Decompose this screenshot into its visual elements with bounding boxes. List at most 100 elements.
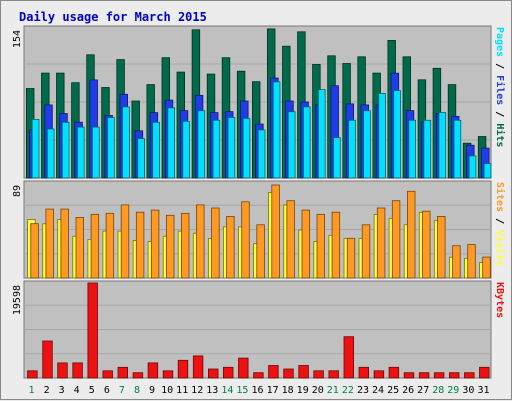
x-tick-label-day-14: 14 [221, 385, 233, 396]
bar-kbytes-day-31 [479, 366, 490, 379]
bar-pages-day-19 [302, 106, 311, 179]
bar-kbytes-day-22 [343, 336, 355, 379]
bar-kbytes-day-29 [448, 372, 460, 379]
x-tick-label-day-13: 13 [206, 385, 218, 396]
bar-kbytes-day-18 [283, 368, 294, 379]
bar-kbytes-day-27 [418, 372, 430, 379]
bar-pages-day-30 [468, 155, 477, 179]
bar-sites-day-26 [406, 190, 416, 279]
bar-sites-day-2 [45, 208, 54, 279]
bar-sites-day-22 [346, 237, 356, 279]
x-tick-label-day-25: 25 [387, 385, 399, 396]
bar-sites-day-9 [150, 209, 160, 279]
bar-kbytes-day-14 [222, 366, 234, 379]
bar-pages-day-3 [61, 121, 70, 179]
bar-pages-day-27 [423, 119, 432, 179]
x-tick-label-day-27: 27 [417, 385, 429, 396]
bar-sites-day-29 [452, 245, 461, 279]
bar-kbytes-day-3 [57, 362, 68, 379]
bar-sites-day-14 [226, 215, 235, 279]
x-tick-label-day-2: 2 [44, 385, 50, 396]
bar-sites-day-5 [90, 213, 100, 279]
bar-pages-day-23 [363, 110, 371, 179]
bar-pages-day-11 [182, 120, 191, 179]
bar-kbytes-day-25 [388, 366, 400, 379]
x-tick-label-day-28: 28 [432, 385, 444, 396]
bar-sites-day-1 [30, 223, 39, 279]
bar-kbytes-day-30 [464, 372, 475, 379]
legend-label-part: / [494, 105, 505, 123]
bar-sites-day-28 [437, 215, 446, 279]
bar-sites-day-15 [241, 201, 250, 279]
x-tick-label-day-31: 31 [477, 385, 489, 396]
legend-label-part: Files [494, 75, 506, 105]
bar-sites-day-19 [301, 209, 310, 279]
bar-kbytes-day-13 [207, 368, 219, 379]
bar-pages-day-24 [378, 93, 386, 179]
bar-kbytes-day-9 [147, 362, 159, 379]
x-tick-label-day-4: 4 [74, 385, 80, 396]
bar-sites-day-20 [316, 213, 325, 279]
bar-sites-day-10 [165, 214, 175, 279]
bar-kbytes-day-7 [117, 366, 129, 379]
bar-pages-day-17 [272, 81, 281, 179]
legend-label-part: KBytes [494, 282, 505, 318]
bar-pages-day-1 [31, 119, 40, 179]
x-tick-label-day-10: 10 [161, 385, 173, 396]
panel-hits-files-pages: 154 Pages / Files / Hits [12, 25, 506, 179]
bar-pages-day-15 [242, 118, 251, 179]
y-max-label: 89 [12, 185, 23, 197]
bar-kbytes-day-20 [313, 370, 324, 379]
bar-sites-day-25 [391, 200, 401, 279]
bar-pages-day-9 [152, 121, 160, 179]
bar-pages-day-13 [212, 119, 221, 179]
bar-pages-day-12 [197, 110, 206, 179]
bar-sites-day-16 [256, 224, 265, 279]
x-tick-label-day-8: 8 [134, 385, 140, 396]
panel-visits-sites: 89 Sites / Visits [12, 180, 506, 279]
bar-sites-day-17 [271, 184, 280, 279]
x-tick-label-day-6: 6 [104, 385, 110, 396]
bar-sites-day-18 [286, 200, 295, 279]
bar-kbytes-day-28 [433, 372, 445, 379]
bar-sites-day-27 [422, 210, 431, 279]
x-tick-label-day-16: 16 [251, 385, 263, 396]
bar-sites-day-13 [211, 207, 220, 279]
x-tick-label-day-3: 3 [59, 385, 65, 396]
bar-pages-day-14 [227, 117, 236, 179]
bar-pages-day-8 [137, 138, 145, 179]
bar-pages-day-26 [408, 119, 416, 179]
bar-kbytes-day-2 [42, 340, 53, 379]
bar-pages-day-31 [483, 163, 492, 179]
x-tick-label-day-11: 11 [176, 385, 188, 396]
bar-pages-day-18 [287, 111, 296, 179]
bar-sites-day-21 [331, 211, 341, 279]
x-tick-label-day-19: 19 [297, 385, 309, 396]
x-tick-label-day-15: 15 [236, 385, 248, 396]
bar-pages-day-5 [92, 126, 100, 179]
legend-label-part: Sites [494, 182, 506, 212]
x-tick-label-day-30: 30 [462, 385, 474, 396]
bar-sites-day-4 [75, 216, 84, 279]
panel-kbytes: 19598 KBytes [12, 280, 505, 379]
x-tick-label-day-22: 22 [342, 385, 354, 396]
bar-sites-day-3 [60, 208, 69, 279]
bar-pages-day-2 [46, 128, 55, 179]
x-tick-label-day-9: 9 [149, 385, 155, 396]
x-tick-label-day-17: 17 [267, 385, 279, 396]
bar-sites-day-24 [376, 207, 386, 279]
chart-title: Daily usage for March 2015 [19, 10, 207, 24]
bar-pages-day-25 [393, 90, 401, 179]
x-tick-label-day-26: 26 [402, 385, 414, 396]
bar-kbytes-day-19 [298, 365, 309, 379]
bar-pages-day-16 [257, 129, 266, 179]
x-tick-label-day-18: 18 [282, 385, 294, 396]
bar-sites-day-6 [105, 212, 115, 279]
legend-label: Pages / Files / Hits [494, 27, 506, 147]
bar-kbytes-day-15 [238, 357, 249, 379]
bar-pages-day-6 [107, 117, 115, 179]
x-tick-label-day-23: 23 [357, 385, 369, 396]
bar-pages-day-21 [333, 137, 341, 179]
bar-pages-day-22 [348, 119, 356, 179]
